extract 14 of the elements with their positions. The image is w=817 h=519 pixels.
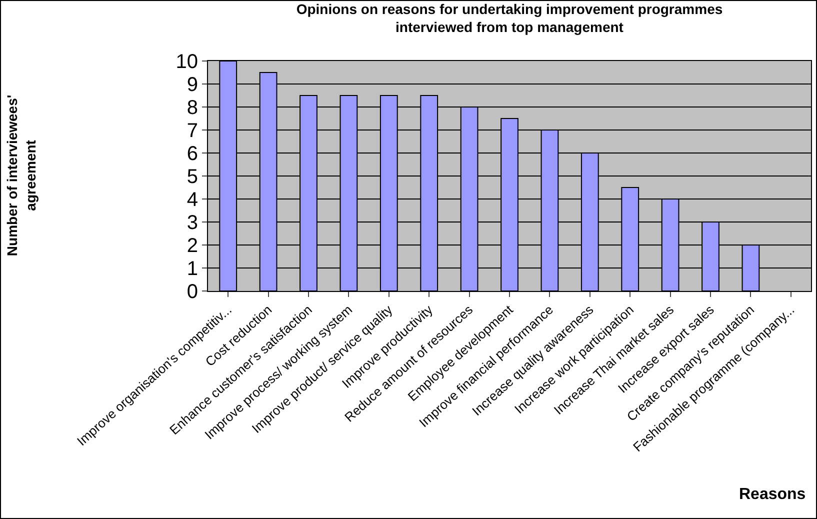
y-tick-label: 5 bbox=[186, 166, 198, 188]
y-tick-label: 9 bbox=[186, 74, 198, 96]
y-axis-title: Number of interviewees' agreement bbox=[4, 94, 38, 256]
y-tick-label: 3 bbox=[186, 212, 198, 234]
y-tick-label: 6 bbox=[186, 143, 198, 165]
y-tick-label: 1 bbox=[186, 258, 198, 280]
y-tick-label: 2 bbox=[186, 235, 198, 257]
y-tick-label: 4 bbox=[186, 189, 198, 211]
y-tick-label: 0 bbox=[186, 281, 198, 303]
y-tick-label: 7 bbox=[186, 120, 198, 142]
chart-title: Opinions on reasons for undertaking improvement programmes interviewed from top management bbox=[296, 0, 723, 36]
y-tick-label: 8 bbox=[186, 97, 198, 119]
y-tick-label: 10 bbox=[176, 51, 198, 73]
x-axis-title: Reasons bbox=[739, 486, 806, 503]
